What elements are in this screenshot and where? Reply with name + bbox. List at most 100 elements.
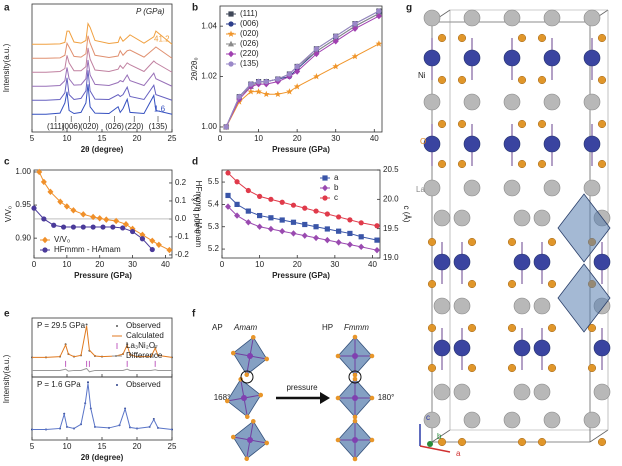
nickel bbox=[352, 437, 358, 443]
la-atom bbox=[533, 297, 551, 315]
la-atom bbox=[423, 411, 441, 429]
data-point bbox=[335, 239, 342, 246]
panel-label: b bbox=[192, 3, 198, 14]
data-point bbox=[139, 236, 146, 242]
ni-atom bbox=[593, 339, 611, 357]
x-tick-label: 10 bbox=[62, 260, 71, 269]
data-point bbox=[103, 216, 110, 223]
data-point bbox=[245, 208, 251, 214]
data-point bbox=[294, 63, 300, 70]
annotation: P (GPa) bbox=[136, 7, 165, 16]
ni-atom bbox=[533, 253, 551, 271]
series-line bbox=[32, 367, 172, 373]
y2-axis-title: HFmmm - HAmam bbox=[194, 181, 203, 248]
oxygen bbox=[230, 434, 236, 440]
data-point bbox=[139, 231, 146, 239]
ni-atom bbox=[533, 339, 551, 357]
data-point bbox=[279, 217, 285, 223]
x-tick-label: 30 bbox=[331, 134, 340, 143]
data-point bbox=[286, 71, 293, 77]
data-point bbox=[375, 12, 382, 20]
oxygen bbox=[352, 372, 358, 378]
legend-marker bbox=[228, 21, 234, 27]
data-point bbox=[149, 237, 156, 244]
plot-frame bbox=[219, 5, 383, 133]
data-point bbox=[87, 381, 89, 384]
x-tick-label: 40 bbox=[370, 134, 379, 143]
o-atom bbox=[467, 323, 477, 333]
y2-tick-label: 19.0 bbox=[383, 253, 399, 262]
data-point bbox=[324, 211, 330, 217]
nickel bbox=[247, 353, 253, 359]
series-line bbox=[227, 172, 378, 227]
phase-label: HP bbox=[322, 323, 333, 332]
panel-label: d bbox=[192, 157, 198, 168]
data-point bbox=[290, 202, 297, 208]
oxygen bbox=[250, 418, 256, 424]
la-atom bbox=[453, 209, 471, 227]
data-point bbox=[324, 226, 330, 232]
data-point bbox=[374, 237, 380, 243]
data-point bbox=[324, 236, 331, 244]
la-atom bbox=[453, 383, 471, 401]
data-point bbox=[80, 211, 87, 218]
data-point bbox=[225, 192, 231, 199]
data-point bbox=[293, 83, 301, 90]
la-atom bbox=[463, 179, 481, 197]
oxygen bbox=[369, 437, 375, 443]
o-atom bbox=[547, 279, 557, 289]
panel-label: c bbox=[4, 157, 10, 168]
x-tick-label: 10 bbox=[254, 134, 263, 143]
legend-label: HFmmm - HAmam bbox=[54, 245, 121, 254]
plot-frame bbox=[31, 3, 173, 133]
o-atom bbox=[507, 363, 517, 373]
x-tick-label: 20 bbox=[293, 260, 302, 269]
oxygen bbox=[369, 353, 375, 359]
ni-atom bbox=[423, 135, 441, 153]
octahedron bbox=[230, 334, 270, 378]
data-point bbox=[347, 230, 353, 237]
la-atom bbox=[543, 9, 561, 27]
o-atom bbox=[597, 437, 607, 447]
ni-atom bbox=[453, 253, 471, 271]
ni-atom bbox=[453, 339, 471, 357]
axis-a bbox=[419, 445, 451, 453]
data-point bbox=[313, 224, 319, 230]
data-point bbox=[333, 33, 339, 39]
xrd-curve bbox=[32, 35, 173, 59]
data-point bbox=[302, 205, 308, 211]
legend-marker bbox=[322, 175, 328, 181]
legend-marker bbox=[116, 325, 118, 327]
la-atom bbox=[583, 179, 601, 197]
data-point bbox=[90, 224, 96, 230]
o-atom bbox=[427, 237, 437, 247]
oxygen bbox=[244, 372, 250, 378]
la-atom bbox=[503, 93, 521, 111]
oxygen bbox=[352, 456, 358, 462]
data-point bbox=[63, 203, 70, 210]
o-atom bbox=[437, 437, 447, 447]
series-line bbox=[32, 383, 173, 430]
la-atom bbox=[543, 179, 561, 197]
legend-label: Difference bbox=[126, 351, 163, 360]
y-tick-label: 1.00 bbox=[201, 122, 217, 131]
data-point bbox=[31, 205, 37, 211]
data-point bbox=[225, 203, 232, 210]
data-point bbox=[376, 8, 382, 14]
space-group: Amam bbox=[233, 323, 257, 332]
atom-label: O bbox=[420, 137, 426, 146]
series-line bbox=[225, 43, 380, 128]
o-atom bbox=[507, 237, 517, 247]
data-point bbox=[85, 323, 88, 326]
data-point bbox=[100, 224, 106, 230]
data-point bbox=[336, 214, 342, 220]
o-atom bbox=[587, 363, 597, 373]
data-point bbox=[47, 188, 54, 196]
peak-label: (220) bbox=[125, 122, 144, 131]
peak-label: (111) bbox=[47, 122, 65, 131]
data-point bbox=[234, 212, 241, 219]
diagram-g bbox=[419, 9, 611, 453]
ni-atom bbox=[433, 339, 451, 357]
data-point bbox=[313, 234, 320, 242]
